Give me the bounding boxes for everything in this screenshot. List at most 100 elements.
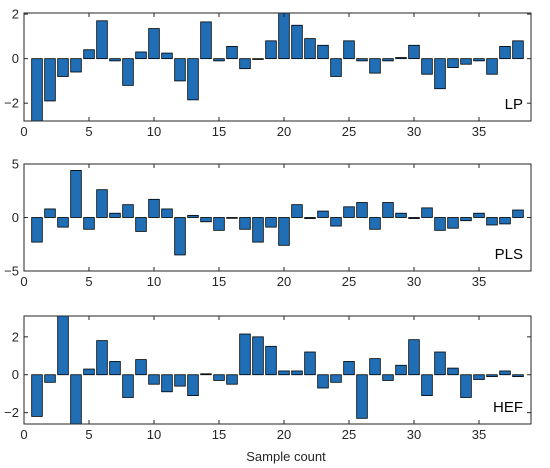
bar (317, 44, 329, 60)
bar (434, 351, 446, 376)
bar (265, 217, 277, 228)
bar (369, 358, 381, 376)
bar (278, 370, 290, 376)
bar (161, 52, 173, 60)
bar (57, 316, 69, 376)
bar (96, 340, 108, 376)
bar (200, 217, 212, 223)
bar (44, 374, 56, 383)
bar (460, 58, 472, 65)
x-tick-label: 25 (342, 274, 356, 289)
panel-label: PLS (495, 246, 523, 263)
bars (31, 13, 524, 121)
x-tick-label: 35 (472, 274, 486, 289)
y-tick-label: −2 (4, 96, 19, 111)
bar (148, 198, 160, 218)
bar (330, 58, 342, 77)
x-tick-label: 30 (407, 124, 421, 139)
bar (447, 217, 459, 229)
bar (213, 374, 225, 381)
bar (421, 374, 433, 396)
panel-label: LP (505, 96, 523, 113)
bar (447, 367, 459, 376)
bar (434, 58, 446, 90)
y-tick-label: 0 (12, 210, 19, 225)
bar (265, 40, 277, 60)
bar (70, 58, 82, 73)
bar (44, 58, 56, 102)
bar (265, 345, 277, 376)
bar (200, 373, 212, 376)
bar (226, 46, 238, 60)
bar (213, 58, 225, 62)
bar (343, 206, 355, 218)
bar (473, 58, 485, 62)
y-tick-label: 0 (12, 51, 19, 66)
bar (343, 40, 355, 60)
y-tick-label: 0 (12, 367, 19, 382)
bar (382, 202, 394, 218)
bar (317, 374, 329, 389)
x-axis-label: Sample count (246, 449, 326, 464)
axes-frame (23, 315, 532, 425)
bar (499, 370, 511, 376)
bars (31, 170, 524, 256)
bar (226, 217, 238, 219)
bar (460, 374, 472, 398)
x-tick-label: 20 (277, 427, 291, 442)
x-tick-label: 30 (407, 274, 421, 289)
bar (31, 58, 43, 121)
panel-label: HEF (493, 399, 523, 416)
bar (135, 217, 147, 232)
bar (174, 217, 186, 256)
bar (369, 217, 381, 230)
bar (57, 217, 69, 228)
bar (252, 58, 264, 60)
bar (83, 368, 95, 376)
x-tick-label: 5 (85, 427, 92, 442)
y-tick-label: 5 (12, 157, 19, 172)
bar (304, 217, 316, 219)
bar (330, 217, 342, 227)
bar (473, 374, 485, 380)
bar (239, 333, 251, 376)
y-tick-label: −2 (4, 405, 19, 420)
bar (252, 336, 264, 376)
bar (239, 58, 251, 70)
bar (499, 46, 511, 60)
bar (96, 189, 108, 218)
bar (486, 374, 498, 378)
bar (291, 370, 303, 376)
bar (395, 57, 407, 60)
bar (174, 58, 186, 82)
bar (317, 210, 329, 218)
bar (499, 217, 511, 225)
bar (122, 374, 134, 398)
bar (187, 374, 199, 396)
bar (382, 374, 394, 381)
bar (473, 212, 485, 218)
bar (135, 51, 147, 60)
bar (239, 217, 251, 230)
bar (434, 217, 446, 231)
bar (421, 207, 433, 218)
bar (213, 217, 225, 231)
bar (512, 40, 524, 60)
bar (291, 204, 303, 218)
bar (252, 217, 264, 243)
bar (31, 217, 43, 243)
bar (109, 212, 121, 218)
x-tick-label: 15 (212, 124, 226, 139)
x-tick-label: 0 (20, 274, 27, 289)
bar (187, 58, 199, 101)
x-tick-label: 0 (20, 427, 27, 442)
y-tick-label: 2 (12, 329, 19, 344)
bar (31, 374, 43, 417)
bar (408, 339, 420, 376)
x-tick-label: 15 (212, 274, 226, 289)
bar (408, 217, 420, 219)
bar (70, 374, 82, 424)
